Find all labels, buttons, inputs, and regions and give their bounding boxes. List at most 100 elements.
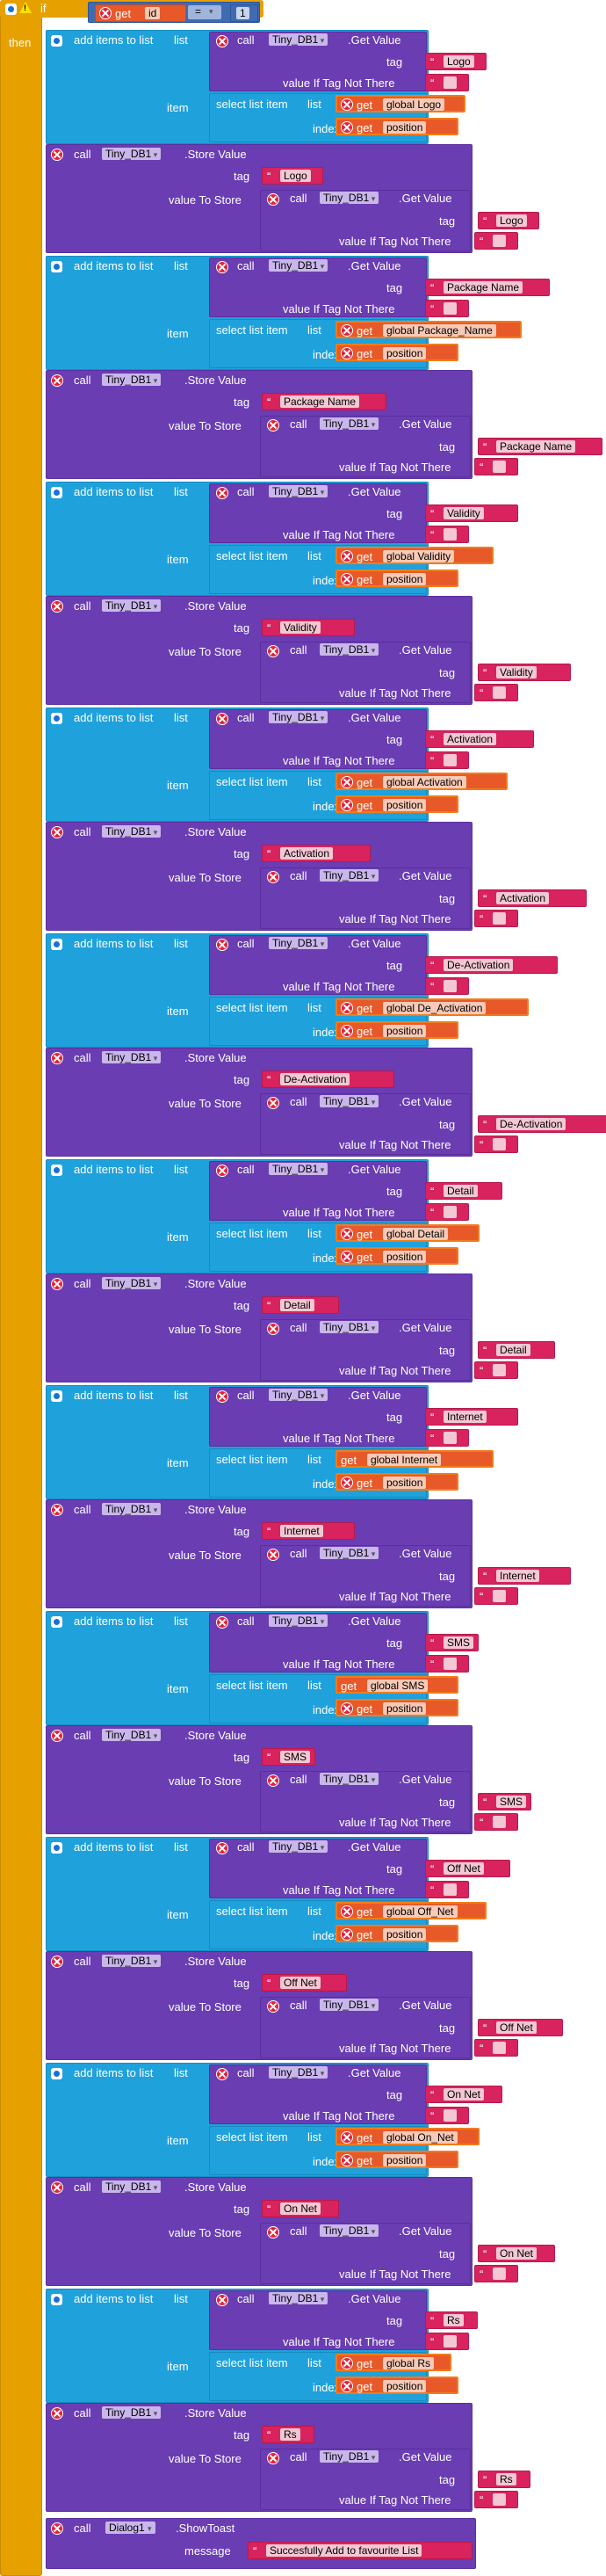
tag-string[interactable]: “ Detail [425,1182,502,1200]
position-var[interactable]: get position [335,1021,458,1039]
empty-string[interactable]: “ [474,1813,518,1831]
tag-string-text[interactable]: Validity [280,621,321,634]
empty-string-text[interactable] [493,2268,506,2280]
empty-string[interactable]: “ [474,1361,518,1379]
tinydb-component[interactable]: Tiny_DB1 ▾ [320,869,379,882]
empty-string[interactable]: “ [425,2333,469,2350]
global-var-var[interactable]: global SMS [367,1680,429,1692]
tag-string-text[interactable]: Activation [280,847,334,860]
empty-string[interactable]: “ [474,2491,518,2508]
global-var-var[interactable]: global Validity [383,550,455,562]
tinydb-component[interactable]: Tiny_DB1 ▾ [320,1547,379,1559]
mutator-gear-icon[interactable] [51,1616,62,1628]
tag-string[interactable]: “ Package Name [425,279,550,296]
tag-string[interactable]: “ SMS [262,1748,315,1766]
tinydb-component[interactable]: Tiny_DB1 ▾ [269,33,328,46]
if-then-block[interactable] [0,0,42,2576]
empty-string[interactable]: “ [474,1136,518,1153]
position-var[interactable]: get position [335,1925,458,1942]
position-var-var[interactable]: position [383,121,427,134]
var-id[interactable]: id [145,7,161,19]
global-var-var[interactable]: global Package_Name [383,324,496,337]
empty-string[interactable]: “ [425,526,469,543]
tag-string-text[interactable]: Activation [496,892,550,904]
empty-string[interactable]: “ [474,2265,518,2282]
tag-string[interactable]: “ Rs [478,2471,530,2488]
number-value[interactable]: 1 [236,7,249,19]
position-var-var[interactable]: position [383,2154,427,2166]
tag-string[interactable]: “ Package Name [262,393,386,410]
tag-string-text[interactable]: SMS [496,1796,527,1808]
tag-string[interactable]: “ SMS [478,1793,531,1810]
tag-string[interactable]: “ Logo [478,212,539,229]
tag-string-text[interactable]: On Net [280,2202,321,2215]
global-var-var[interactable]: global Detail [383,1228,449,1240]
empty-string-text[interactable] [493,912,506,925]
tag-string[interactable]: “ Validity [425,504,518,522]
tinydb-component[interactable]: Tiny_DB1 ▾ [269,1840,328,1853]
global-var[interactable]: get global Rs [335,2354,451,2371]
tinydb-component[interactable]: Tiny_DB1 ▾ [102,1503,162,1515]
tag-string-text[interactable]: On Net [444,2088,485,2101]
tinydb-component[interactable]: Tiny_DB1 ▾ [320,2450,379,2463]
mutator-gear-icon[interactable] [51,1390,62,1402]
empty-string-text[interactable] [444,2335,457,2347]
tag-string-text[interactable]: Logo [444,55,474,68]
tag-string-text[interactable]: Rs [444,2314,464,2326]
empty-string-text[interactable] [444,302,457,315]
global-var[interactable]: get global SMS [335,1676,458,1694]
tag-string-text[interactable]: Detail [496,1344,530,1356]
tag-string-text[interactable]: On Net [496,2247,537,2260]
dialog-component[interactable]: Dialog1 ▾ [105,2522,155,2534]
tag-string[interactable]: “ Off Net [425,1860,510,1877]
tag-string[interactable]: “ Internet [262,1522,355,1540]
position-var-var[interactable]: position [383,347,427,359]
position-var[interactable]: get position [335,570,458,587]
mutator-gear-icon[interactable] [51,2294,62,2305]
tag-string-text[interactable]: Internet [444,1411,487,1423]
empty-string-text[interactable] [493,2493,506,2506]
position-var-var[interactable]: position [383,1702,427,1715]
mutator-gear-icon[interactable] [51,487,62,498]
tag-string-text[interactable]: Detail [280,1299,314,1311]
tag-string-text[interactable]: Package Name [444,281,523,294]
empty-string[interactable]: “ [425,74,469,91]
tinydb-component[interactable]: Tiny_DB1 ▾ [320,1321,379,1333]
tag-string[interactable]: “ Rs [425,2311,478,2329]
number-block[interactable]: 1 [230,4,258,22]
empty-string[interactable]: “ [474,684,518,701]
tinydb-component[interactable]: Tiny_DB1 ▾ [269,1615,328,1627]
mutator-gear-icon[interactable] [51,261,62,272]
tag-string[interactable]: “ Detail [478,1341,555,1359]
global-var[interactable]: get global Internet [335,1450,494,1468]
tag-string-text[interactable]: Off Net [280,1977,321,1989]
tag-string[interactable]: “ Off Net [478,2019,563,2036]
tag-string-text[interactable]: Validity [496,666,537,678]
empty-string[interactable]: “ [425,977,469,995]
tag-string-text[interactable]: Off Net [496,2021,537,2034]
global-var[interactable]: get global Validity [335,547,494,564]
tinydb-component[interactable]: Tiny_DB1 ▾ [320,1773,379,1785]
tinydb-component[interactable]: Tiny_DB1 ▾ [269,711,328,723]
tinydb-component[interactable]: Tiny_DB1 ▾ [269,485,328,497]
tag-string[interactable]: “ Activation [478,889,587,907]
position-var-var[interactable]: position [383,1477,427,1489]
tag-string-text[interactable]: Package Name [280,395,360,408]
empty-string[interactable]: “ [425,751,469,769]
tag-string-text[interactable]: Off Net [444,1862,484,1875]
tinydb-component[interactable]: Tiny_DB1 ▾ [102,1277,162,1289]
tinydb-component[interactable]: Tiny_DB1 ▾ [269,1163,328,1175]
global-var[interactable]: get global Detail [335,1224,480,1242]
get-id-block[interactable]: get id [95,4,186,22]
empty-string[interactable]: “ [425,1655,469,1673]
tag-string-text[interactable]: Logo [496,214,527,227]
global-var-var[interactable]: global Off_Net [383,1905,458,1918]
tag-string[interactable]: “ SMS [425,1634,479,1651]
empty-string-text[interactable] [444,980,457,992]
empty-string-text[interactable] [444,1206,457,1218]
empty-string-text[interactable] [493,1590,506,1602]
tag-string[interactable]: “ Internet [478,1567,571,1585]
empty-string-text[interactable] [444,528,457,541]
tag-string[interactable]: “ Off Net [262,1974,347,1992]
global-var[interactable]: get global De_Activation [335,998,529,1016]
